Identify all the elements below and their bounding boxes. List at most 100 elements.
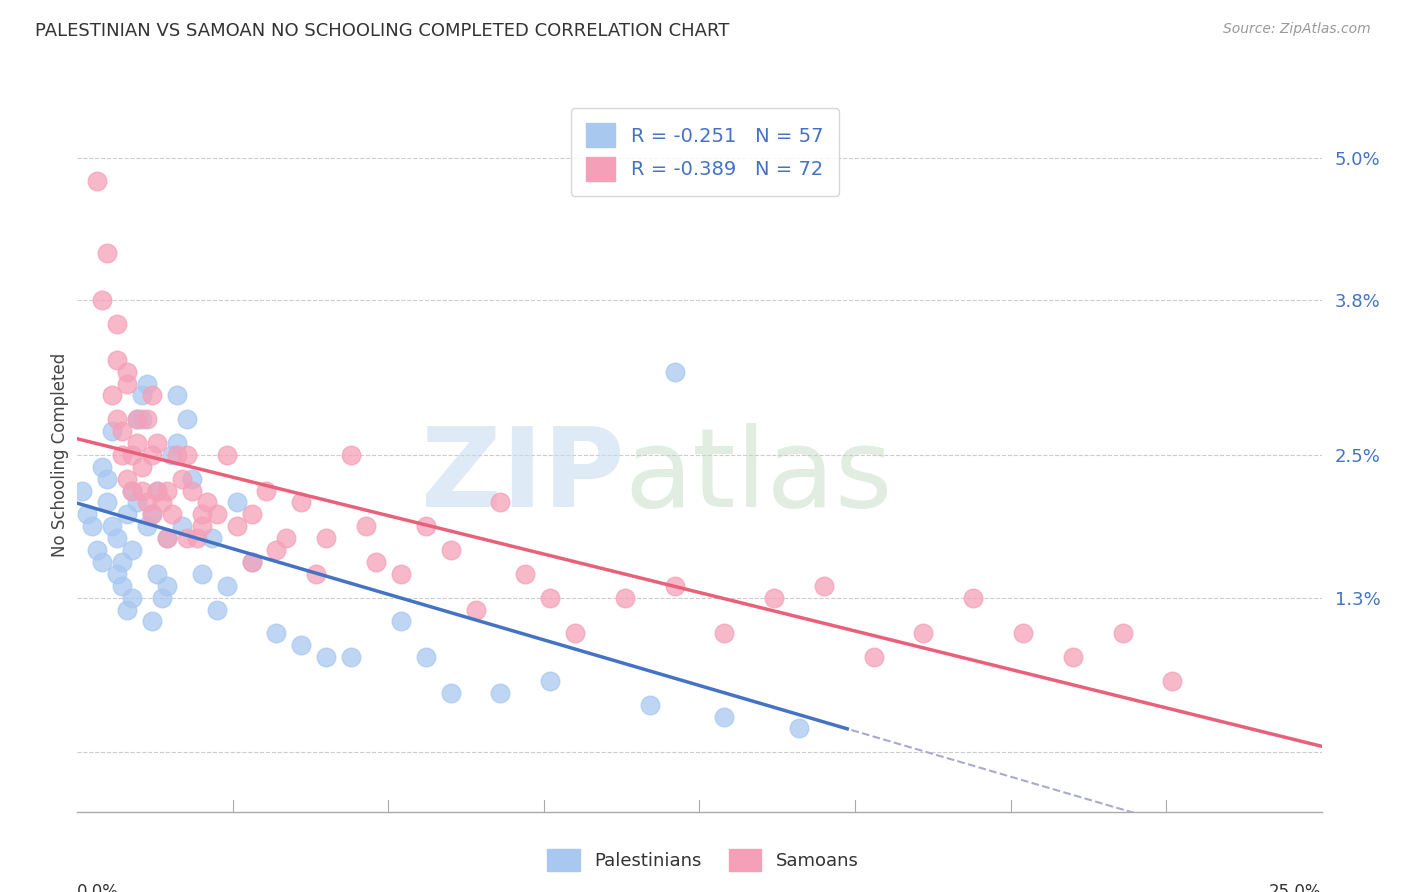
Point bbox=[225, 519, 247, 533]
Point bbox=[515, 566, 537, 581]
Point bbox=[389, 566, 412, 581]
Point bbox=[156, 483, 179, 498]
Point bbox=[150, 495, 173, 509]
Point bbox=[170, 519, 193, 533]
Point bbox=[787, 722, 810, 736]
Point bbox=[125, 412, 148, 426]
Point bbox=[1161, 673, 1184, 688]
Point bbox=[160, 448, 183, 462]
Point bbox=[276, 531, 298, 545]
Point bbox=[340, 650, 363, 665]
Point bbox=[638, 698, 661, 712]
Point bbox=[141, 508, 163, 522]
Point bbox=[538, 673, 561, 688]
Point bbox=[186, 531, 208, 545]
Point bbox=[240, 508, 263, 522]
Point bbox=[364, 555, 387, 569]
Point bbox=[121, 483, 143, 498]
Point bbox=[315, 650, 337, 665]
Point bbox=[564, 626, 586, 640]
Point bbox=[195, 495, 218, 509]
Point bbox=[354, 519, 377, 533]
Point bbox=[290, 495, 312, 509]
Point bbox=[136, 412, 159, 426]
Point bbox=[141, 615, 163, 629]
Point bbox=[146, 483, 169, 498]
Point bbox=[240, 555, 263, 569]
Text: 25.0%: 25.0% bbox=[1270, 883, 1322, 892]
Point bbox=[215, 448, 238, 462]
Text: 0.0%: 0.0% bbox=[77, 883, 120, 892]
Point bbox=[82, 519, 104, 533]
Point bbox=[105, 531, 128, 545]
Point bbox=[489, 495, 512, 509]
Legend: Palestinians, Samoans: Palestinians, Samoans bbox=[540, 842, 866, 879]
Point bbox=[191, 566, 214, 581]
Point bbox=[105, 566, 128, 581]
Text: ZIP: ZIP bbox=[422, 423, 624, 530]
Point bbox=[136, 495, 159, 509]
Point bbox=[141, 508, 163, 522]
Point bbox=[464, 602, 486, 616]
Point bbox=[166, 388, 188, 402]
Point bbox=[713, 709, 735, 723]
Point bbox=[664, 579, 686, 593]
Point bbox=[156, 579, 179, 593]
Point bbox=[713, 626, 735, 640]
Point bbox=[176, 531, 198, 545]
Point bbox=[305, 566, 328, 581]
Point bbox=[76, 508, 98, 522]
Point bbox=[125, 495, 148, 509]
Point bbox=[136, 519, 159, 533]
Point bbox=[160, 508, 183, 522]
Point bbox=[613, 591, 636, 605]
Point bbox=[156, 531, 179, 545]
Point bbox=[440, 543, 463, 558]
Point bbox=[136, 376, 159, 391]
Point bbox=[96, 245, 118, 260]
Text: Source: ZipAtlas.com: Source: ZipAtlas.com bbox=[1223, 22, 1371, 37]
Point bbox=[96, 472, 118, 486]
Point bbox=[131, 483, 153, 498]
Point bbox=[121, 483, 143, 498]
Text: PALESTINIAN VS SAMOAN NO SCHOOLING COMPLETED CORRELATION CHART: PALESTINIAN VS SAMOAN NO SCHOOLING COMPL… bbox=[35, 22, 730, 40]
Point bbox=[111, 555, 134, 569]
Point bbox=[125, 412, 148, 426]
Point bbox=[191, 508, 214, 522]
Point bbox=[1062, 650, 1084, 665]
Point bbox=[170, 472, 193, 486]
Point bbox=[166, 448, 188, 462]
Point bbox=[440, 686, 463, 700]
Point bbox=[111, 448, 134, 462]
Legend: R = -0.251   N = 57, R = -0.389   N = 72: R = -0.251 N = 57, R = -0.389 N = 72 bbox=[571, 108, 839, 196]
Point bbox=[131, 388, 153, 402]
Point bbox=[176, 412, 198, 426]
Point bbox=[205, 602, 228, 616]
Point bbox=[315, 531, 337, 545]
Point bbox=[72, 483, 94, 498]
Point bbox=[962, 591, 984, 605]
Point bbox=[1012, 626, 1035, 640]
Point bbox=[225, 495, 247, 509]
Point bbox=[115, 365, 138, 379]
Point bbox=[389, 615, 412, 629]
Text: atlas: atlas bbox=[624, 423, 893, 530]
Point bbox=[115, 508, 138, 522]
Point bbox=[415, 519, 437, 533]
Point bbox=[166, 436, 188, 450]
Point bbox=[201, 531, 224, 545]
Point bbox=[156, 531, 179, 545]
Point bbox=[105, 352, 128, 367]
Point bbox=[340, 448, 363, 462]
Point bbox=[489, 686, 512, 700]
Point bbox=[290, 638, 312, 652]
Point bbox=[180, 472, 202, 486]
Point bbox=[115, 602, 138, 616]
Point bbox=[180, 483, 202, 498]
Point bbox=[813, 579, 835, 593]
Point bbox=[91, 293, 114, 308]
Point bbox=[266, 626, 288, 640]
Point bbox=[191, 519, 214, 533]
Point bbox=[763, 591, 786, 605]
Point bbox=[91, 459, 114, 474]
